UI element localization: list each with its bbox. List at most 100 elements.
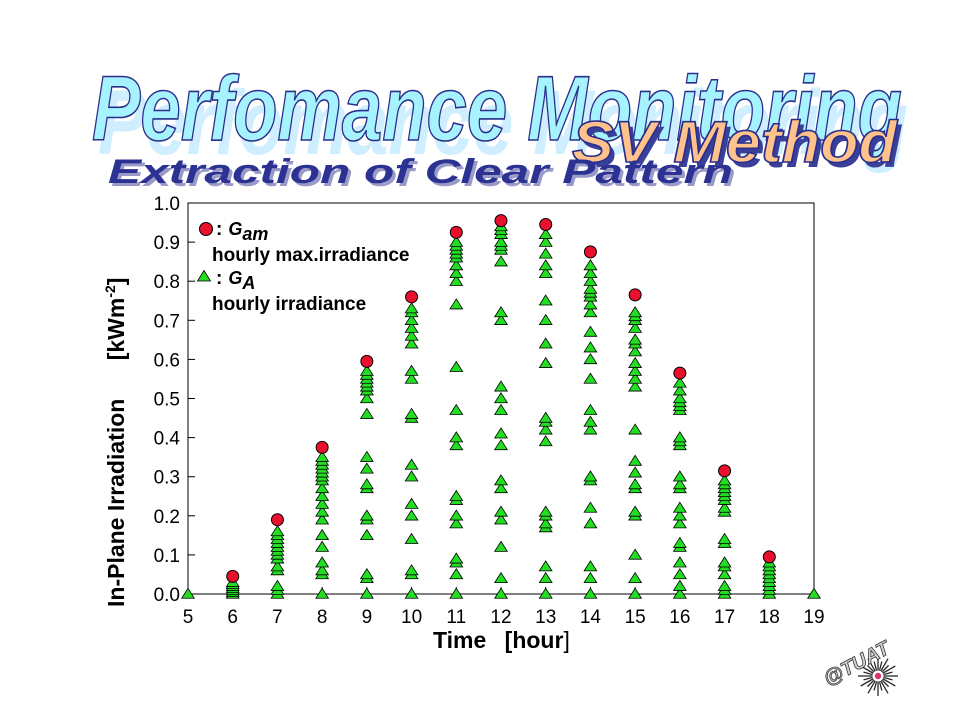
data-point-hourly bbox=[583, 571, 598, 584]
x-axis: 5 6 7 8 9 10 11 12 13 14 15 16 17 18 19 bbox=[183, 587, 825, 628]
data-point-max bbox=[539, 218, 553, 232]
data-point-hourly bbox=[315, 564, 330, 576]
data-point-hourly bbox=[672, 478, 687, 490]
x-axis-title: Time [hour] bbox=[433, 627, 570, 653]
data-point-hourly bbox=[404, 372, 419, 384]
legend-max-sub: am bbox=[242, 224, 268, 244]
data-point-max bbox=[270, 513, 284, 527]
data-point-hourly bbox=[315, 528, 330, 541]
data-point-hourly bbox=[628, 321, 643, 333]
y-axis-title-bracket: ] bbox=[103, 278, 129, 286]
data-point-hourly bbox=[270, 524, 285, 537]
method-wordart: SV Method SV Method bbox=[571, 109, 903, 180]
data-point-hourly bbox=[583, 306, 598, 318]
data-point-hourly bbox=[583, 415, 598, 427]
data-point-hourly bbox=[583, 352, 598, 365]
data-point-hourly bbox=[538, 423, 553, 435]
data-point-hourly bbox=[359, 568, 374, 580]
data-point-hourly bbox=[538, 356, 553, 368]
subtitle-shadow: Extraction of Clear Pattern bbox=[111, 156, 736, 194]
legend-max-marker bbox=[199, 222, 213, 236]
data-point-max bbox=[226, 569, 240, 583]
data-point-hourly bbox=[538, 227, 553, 239]
data-point-hourly bbox=[583, 587, 598, 599]
data-point-max bbox=[405, 290, 419, 304]
x-tick-label: 14 bbox=[580, 607, 602, 628]
data-point-hourly bbox=[404, 337, 419, 349]
subtitle-group: Extraction of Clear Pattern Extraction o… bbox=[108, 153, 736, 194]
data-point-hourly bbox=[449, 431, 464, 443]
y-axis-title-unit: [kWm bbox=[103, 298, 129, 361]
data-point-hourly bbox=[538, 259, 553, 271]
data-point-hourly bbox=[672, 509, 687, 521]
data-point-hourly bbox=[538, 517, 553, 529]
data-point-hourly bbox=[359, 364, 374, 376]
data-point-hourly bbox=[583, 266, 598, 279]
y-axis-title: In-Plane Irradiation [kWm-2] bbox=[102, 278, 129, 607]
data-point-hourly bbox=[270, 560, 285, 572]
data-point-hourly bbox=[449, 274, 464, 286]
data-point-hourly bbox=[359, 587, 374, 599]
data-point-hourly bbox=[583, 341, 598, 353]
x-axis-title-bracket: ] bbox=[563, 627, 569, 653]
data-point-hourly bbox=[404, 497, 419, 509]
data-point-hourly bbox=[628, 478, 643, 490]
data-point-hourly bbox=[538, 235, 553, 247]
method-shadow: SV Method bbox=[576, 115, 903, 180]
data-point-max bbox=[762, 550, 776, 564]
data-point-hourly bbox=[538, 266, 553, 279]
data-point-hourly bbox=[628, 505, 643, 517]
y-tick-label: 0.4 bbox=[154, 429, 181, 450]
data-point-hourly bbox=[493, 571, 509, 584]
data-point-hourly bbox=[270, 579, 285, 591]
y-tick-label: 1.0 bbox=[154, 194, 180, 215]
data-point-hourly bbox=[628, 333, 643, 345]
data-point-hourly bbox=[359, 528, 374, 541]
data-point-hourly bbox=[180, 587, 196, 599]
data-point-hourly bbox=[717, 501, 732, 513]
data-point-hourly bbox=[493, 392, 509, 404]
data-point-hourly bbox=[359, 478, 374, 490]
data-point-hourly bbox=[583, 403, 598, 415]
data-point-hourly bbox=[404, 313, 419, 325]
data-point-hourly bbox=[493, 540, 509, 552]
data-point-hourly bbox=[583, 470, 598, 482]
data-point-hourly bbox=[493, 313, 509, 325]
data-point-hourly bbox=[538, 587, 553, 599]
legend-max-desc: hourly max.irradiance bbox=[212, 245, 409, 266]
x-tick-label: 17 bbox=[714, 607, 735, 628]
data-point-hourly bbox=[538, 294, 553, 306]
data-point-hourly bbox=[493, 587, 509, 599]
method-label: SV Method bbox=[572, 110, 899, 175]
data-point-max bbox=[360, 354, 374, 368]
data-point-hourly bbox=[359, 509, 374, 521]
data-point-hourly bbox=[493, 306, 509, 318]
x-tick-label: 18 bbox=[759, 607, 780, 628]
y-tick-label: 0.1 bbox=[154, 546, 180, 567]
data-point-hourly bbox=[583, 501, 598, 513]
data-point-hourly bbox=[538, 411, 553, 423]
data-point-hourly bbox=[672, 384, 687, 396]
data-point-hourly bbox=[538, 313, 553, 325]
legend: : Gam hourly max.irradiance : GA hourly ir… bbox=[196, 219, 409, 315]
data-point-hourly bbox=[315, 556, 330, 568]
data-point-hourly bbox=[672, 431, 687, 443]
data-point-hourly bbox=[404, 564, 419, 576]
data-point-hourly bbox=[628, 587, 643, 599]
data-point-hourly bbox=[493, 438, 509, 451]
data-point-hourly bbox=[538, 247, 553, 259]
title-main: Perfomance Monitoring bbox=[92, 58, 902, 160]
data-point-hourly bbox=[359, 392, 374, 404]
data-point-hourly bbox=[717, 532, 732, 544]
data-point-hourly bbox=[538, 560, 553, 572]
data-point-hourly bbox=[315, 587, 330, 599]
x-tick-label: 13 bbox=[535, 607, 556, 628]
data-point-hourly bbox=[449, 235, 464, 247]
data-point-hourly bbox=[628, 548, 643, 560]
y-axis-title-text: In-Plane Irradiation bbox=[103, 399, 129, 607]
data-point-hourly bbox=[538, 435, 553, 447]
data-point-hourly bbox=[672, 517, 687, 529]
data-point-hourly bbox=[315, 489, 330, 501]
title-wordart: Perfomance Monitoring Perfomance Monitor… bbox=[91, 57, 908, 174]
data-point-hourly bbox=[672, 536, 687, 548]
